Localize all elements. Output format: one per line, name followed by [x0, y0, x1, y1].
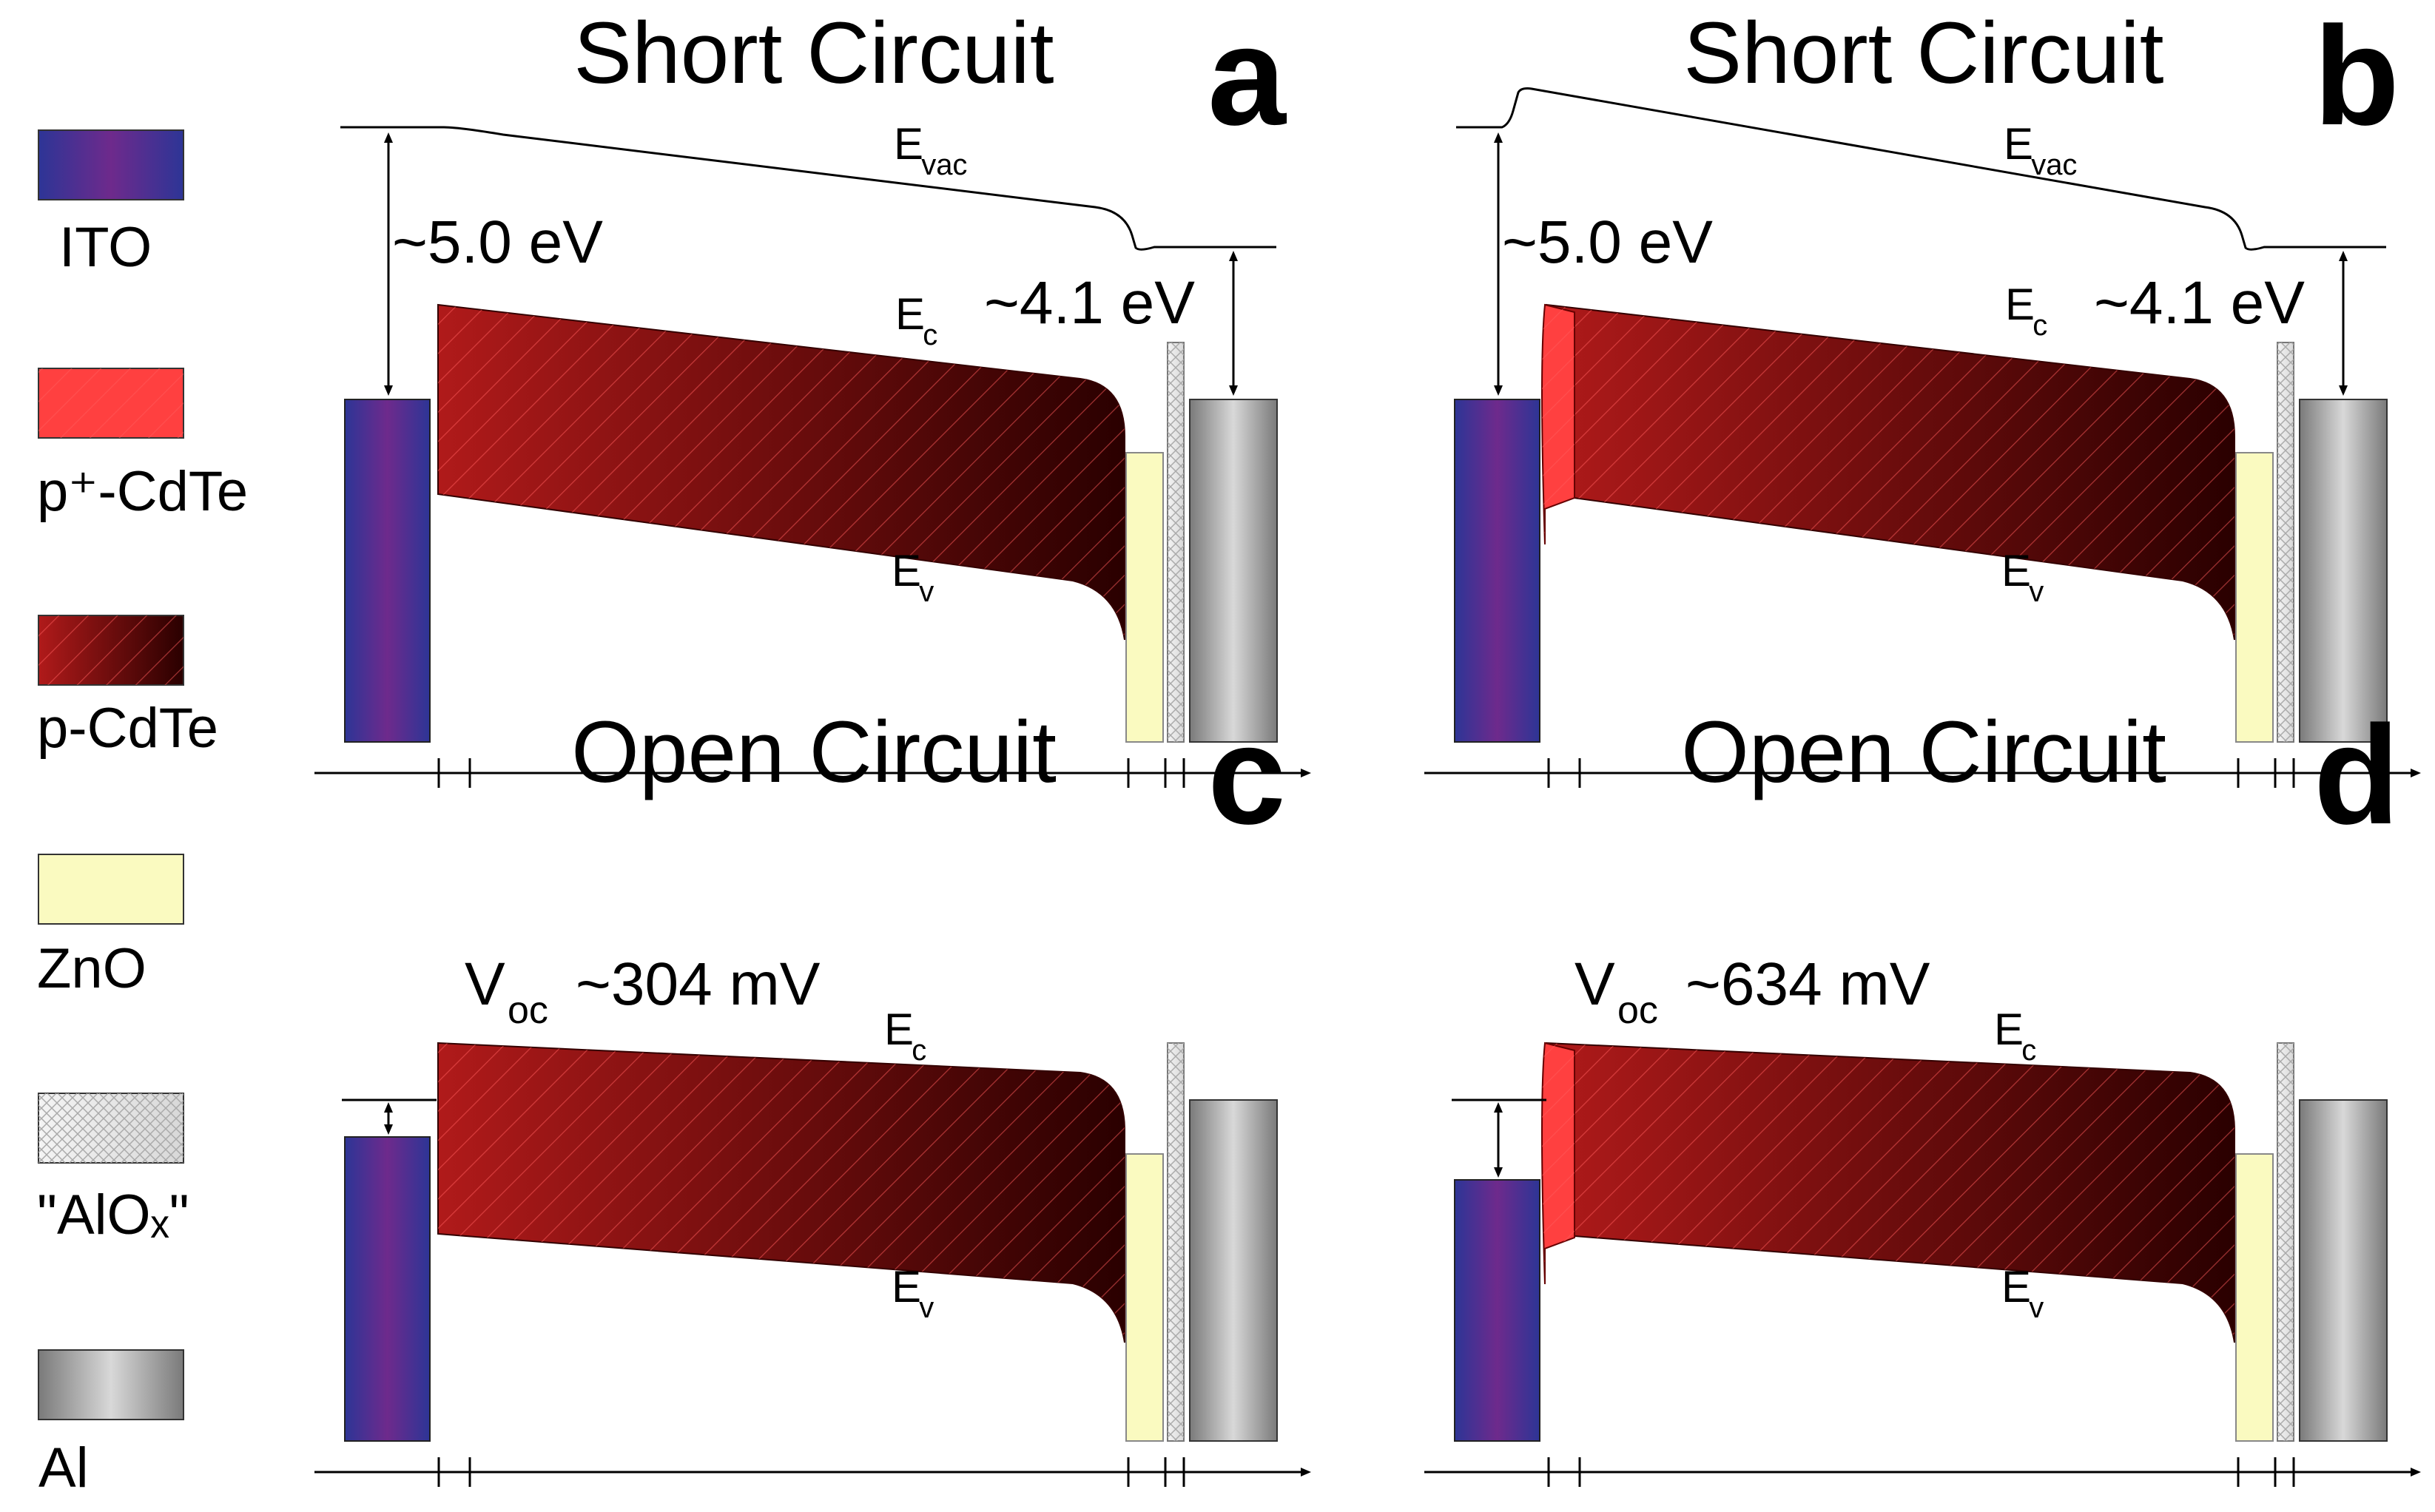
ec-label-symbol: E — [1994, 1005, 2024, 1054]
ec-label-subscript: c — [2021, 1034, 2036, 1067]
ev-label: Ev — [2001, 546, 2044, 608]
legend-item-p-plus-cdte: p⁺-CdTe — [37, 368, 248, 523]
zno-layer — [2235, 1153, 2274, 1442]
ev-label-subscript: v — [919, 1292, 934, 1324]
panel-letter: b — [2314, 0, 2399, 155]
evac-label-subscript: vac — [921, 149, 967, 181]
legend-item-ito: ITO — [38, 129, 184, 279]
ev-label-symbol: E — [2001, 1262, 2031, 1312]
ec-label-symbol: E — [895, 289, 925, 339]
al-work-function-label: ~4.1 eV — [984, 269, 1195, 337]
ito-layer — [344, 1136, 431, 1442]
panel-letter: d — [2314, 697, 2399, 854]
ito-layer — [344, 399, 431, 743]
ev-label-symbol: E — [892, 1262, 921, 1312]
cdte-band-hatch — [1546, 1043, 2234, 1343]
ec-label-subscript: c — [2032, 309, 2047, 342]
zno-layer — [2235, 452, 2274, 743]
ito-work-function-label: ~5.0 eV — [392, 209, 603, 276]
voc-value: ~304 mV — [576, 951, 821, 1018]
legend-swatch-crosshatch-alox — [38, 1093, 183, 1163]
evac-label-symbol: E — [2004, 119, 2033, 169]
ec-label-subscript: c — [912, 1034, 926, 1067]
panel-letter: a — [1208, 0, 1287, 155]
p-plus-cdte-hatch — [1542, 1043, 1575, 1284]
al-work-function-label: ~4.1 eV — [2094, 269, 2305, 337]
al-layer — [2299, 1099, 2388, 1442]
legend-label-al: Al — [38, 1437, 89, 1499]
voc-value: ~634 mV — [1685, 951, 1930, 1018]
ev-label-symbol: E — [892, 546, 921, 595]
evac-label-symbol: E — [894, 119, 923, 169]
ito-layer — [1454, 399, 1540, 743]
al-layer — [1189, 1099, 1278, 1442]
ec-label: Ec — [1994, 1005, 2036, 1067]
voc-subscript: oc — [508, 989, 548, 1032]
ev-label-subscript: v — [919, 576, 934, 608]
alox-layer-hatch — [1168, 1043, 1184, 1441]
panel-title: Open Circuit — [1681, 703, 2166, 801]
voc-symbol: V — [465, 951, 505, 1018]
p-plus-cdte-hatch — [1542, 305, 1575, 544]
cdte-band-hatch — [438, 1043, 1125, 1343]
cdte-band-hatch — [438, 305, 1125, 640]
legend-item-p-cdte: p-CdTe — [37, 615, 218, 760]
vacuum-level-line — [340, 126, 1276, 251]
ev-label-subscript: v — [2029, 576, 2044, 608]
cdte-band-hatch — [1546, 305, 2234, 640]
ito-layer — [1454, 1179, 1540, 1442]
al-layer — [2299, 399, 2388, 743]
legend-item-alox: "AlOₓ" — [37, 1093, 189, 1246]
legend-swatch-zno — [38, 854, 184, 925]
alox-layer-hatch — [2277, 342, 2294, 742]
legend-label-p-cdte: p-CdTe — [37, 697, 218, 760]
ec-label-subscript: c — [923, 319, 937, 351]
ec-label-symbol: E — [884, 1005, 914, 1054]
legend-label-ito: ITO — [59, 216, 152, 279]
legend-label-zno: ZnO — [37, 937, 146, 1000]
legend-item-zno: ZnO — [37, 854, 184, 1000]
panel-letter: c — [1208, 697, 1286, 854]
ev-label-symbol: E — [2001, 546, 2031, 595]
panel-title: Short Circuit — [1683, 4, 2163, 102]
zno-layer — [1125, 452, 1164, 743]
ec-label: Ec — [895, 289, 937, 351]
legend: ITO p⁺-CdTe p-CdTe ZnO "AlOₓ" Al — [37, 129, 248, 1499]
ev-label: Ev — [2001, 1262, 2044, 1324]
ec-label-symbol: E — [2005, 280, 2035, 329]
legend-swatch-hatch-p-cdte — [38, 615, 183, 685]
legend-swatch-al — [38, 1349, 184, 1420]
ec-label: Ec — [884, 1005, 926, 1067]
evac-label-subscript: vac — [2031, 149, 2077, 181]
voc-symbol: V — [1575, 951, 1615, 1018]
legend-label-p-plus-cdte: p⁺-CdTe — [37, 460, 248, 523]
vacuum-level-line — [1456, 87, 2386, 251]
alox-layer-hatch — [1168, 342, 1184, 742]
ev-label-subscript: v — [2029, 1292, 2044, 1324]
panel-title: Open Circuit — [571, 703, 1057, 801]
panel-title: Short Circuit — [573, 4, 1054, 102]
zno-layer — [1125, 1153, 1164, 1442]
legend-label-alox: "AlOₓ" — [37, 1184, 189, 1246]
alox-layer-hatch — [2277, 1043, 2294, 1441]
voc-subscript: oc — [1617, 989, 1658, 1032]
legend-swatch-ito — [38, 129, 184, 200]
legend-swatch-hatch-p-plus-cdte — [38, 368, 183, 438]
ev-label: Ev — [892, 1262, 934, 1324]
ec-label: Ec — [2005, 280, 2047, 342]
al-layer — [1189, 399, 1278, 743]
ito-work-function-label: ~5.0 eV — [1502, 209, 1713, 276]
ev-label: Ev — [892, 546, 934, 608]
legend-item-al: Al — [38, 1349, 184, 1499]
